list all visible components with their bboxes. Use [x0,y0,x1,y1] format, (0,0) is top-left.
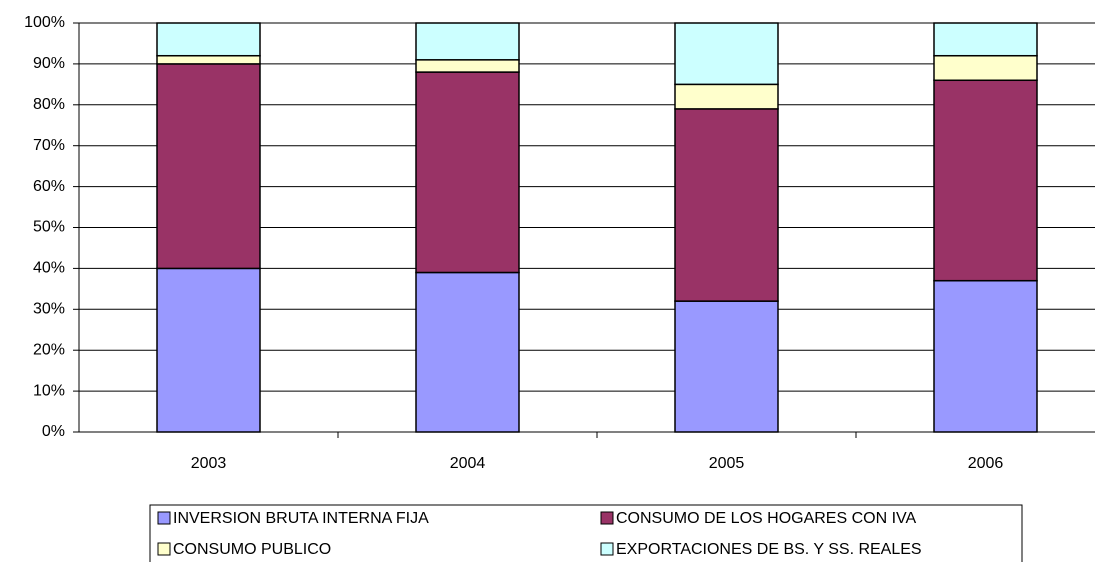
legend-label: EXPORTACIONES DE BS. Y SS. REALES [616,541,922,558]
x-tick-label: 2005 [709,455,745,472]
x-tick-label: 2003 [191,455,227,472]
bar-segment [933,279,1038,433]
bar-segment [156,22,261,57]
bar-segment [674,108,779,302]
bar-segment [156,54,261,65]
y-tick-label: 90% [33,55,65,72]
bar-segment [933,79,1038,282]
legend-label: CONSUMO PUBLICO [173,541,331,558]
x-tick-label: 2004 [450,455,486,472]
bar-segment [415,71,520,274]
legend-swatch [157,542,171,556]
y-tick-label: 80% [33,96,65,113]
y-tick-label: 40% [33,260,65,277]
y-tick-label: 20% [33,341,65,358]
legend-label: INVERSION BRUTA INTERNA FIJA [173,510,429,527]
y-tick-label: 30% [33,301,65,318]
legend-swatch [600,511,614,525]
legend-swatch [157,511,171,525]
bar-segment [415,271,520,433]
bar-segment [674,83,779,110]
legend-swatch [600,542,614,556]
bar-segment [674,22,779,86]
legend-label: CONSUMO DE LOS HOGARES CON IVA [616,510,917,527]
bar-segment [933,22,1038,57]
legend-box [149,504,1023,562]
bar-segment [156,267,261,433]
y-tick-label: 50% [33,219,65,236]
x-tick-label: 2006 [968,455,1004,472]
bar-segment [156,63,261,270]
y-tick-label: 70% [33,137,65,154]
bar-segment [674,300,779,433]
bar-segment [933,54,1038,82]
y-tick-label: 10% [33,382,65,399]
y-tick-label: 0% [42,423,65,440]
y-tick-label: 100% [24,14,65,31]
bar-segment [415,59,520,73]
y-tick-label: 60% [33,178,65,195]
bar-segment [415,22,520,61]
